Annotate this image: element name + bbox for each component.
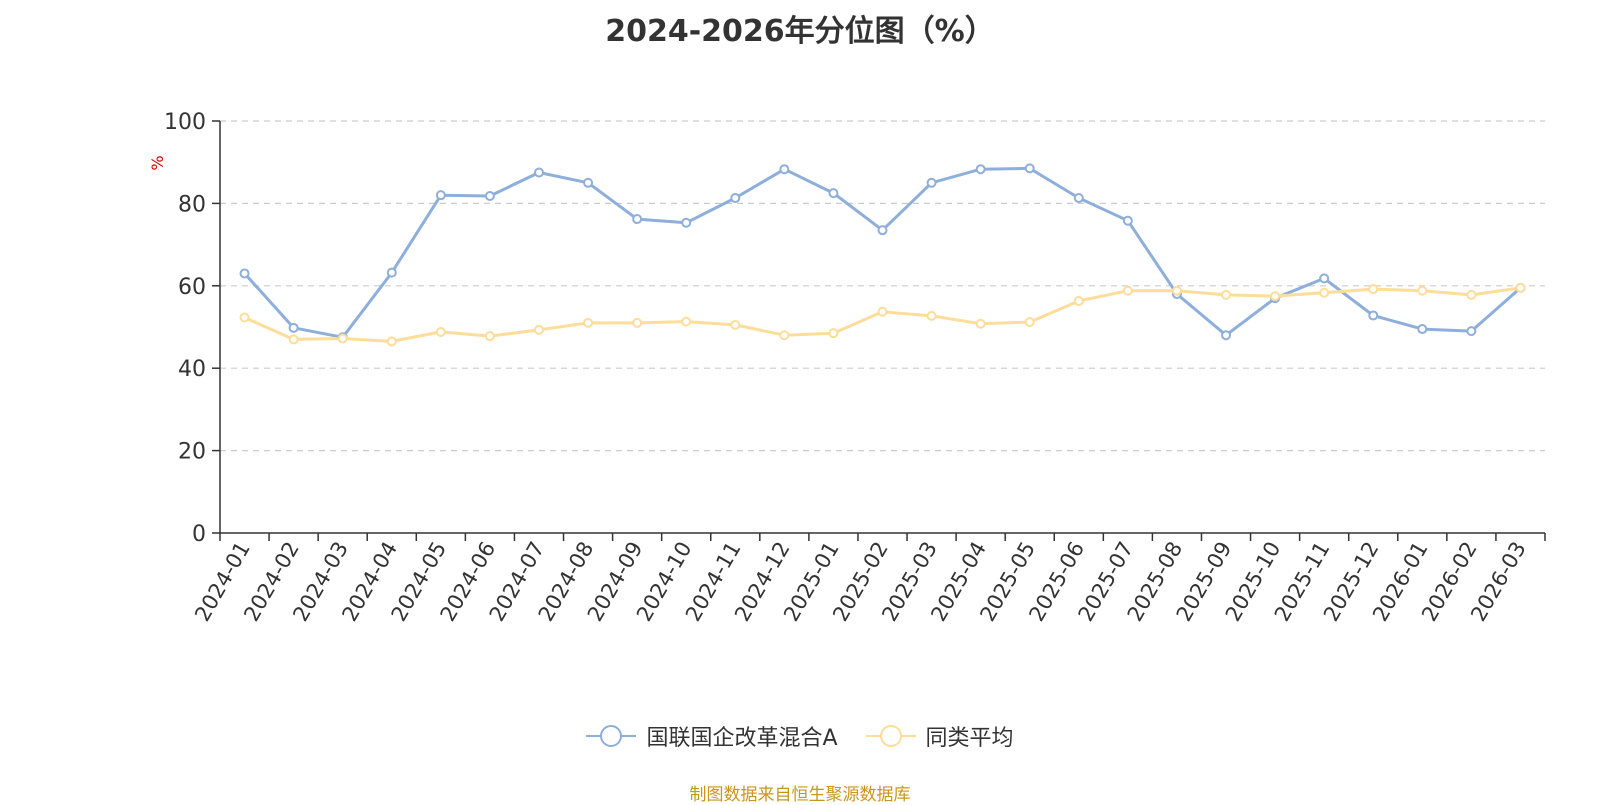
series-point-1 <box>288 322 299 333</box>
series-point-2 <box>828 328 839 339</box>
chart-title: 2024-2026年分位图（%） <box>605 14 995 49</box>
series-point-1 <box>1073 193 1084 204</box>
legend-symbol-series-a <box>586 725 637 747</box>
series-point-1 <box>828 188 839 199</box>
series-point-2 <box>1466 289 1477 300</box>
series-point-1 <box>1122 215 1133 226</box>
series-point-1 <box>1417 324 1428 335</box>
series-point-2 <box>779 330 790 341</box>
series-point-2 <box>877 306 888 317</box>
legend-label-series-a: 国联国企改革混合A <box>646 726 838 751</box>
series-point-2 <box>583 317 594 328</box>
series-point-1 <box>435 190 446 201</box>
series-point-2 <box>533 324 544 335</box>
series-point-2 <box>1122 285 1133 296</box>
series-point-2 <box>386 336 397 347</box>
series-point-2 <box>1417 285 1428 296</box>
series-point-1 <box>730 193 741 204</box>
y-tick-label: 20 <box>178 440 206 465</box>
y-axis-unit: % <box>148 155 167 170</box>
y-tick-label: 0 <box>192 522 206 547</box>
series-point-2 <box>1221 289 1232 300</box>
series-point-2 <box>681 316 692 327</box>
series-point-2 <box>632 317 643 328</box>
series-point-2 <box>1270 291 1281 302</box>
series-point-2 <box>1515 282 1526 293</box>
series-point-1 <box>926 177 937 188</box>
series-point-1 <box>632 214 643 225</box>
series-point-2 <box>730 319 741 330</box>
series-point-2 <box>239 312 250 323</box>
series-point-1 <box>1466 326 1477 337</box>
series-point-2 <box>288 334 299 345</box>
series-point-1 <box>533 167 544 178</box>
series-point-1 <box>1368 310 1379 321</box>
series-point-1 <box>1319 273 1330 284</box>
y-tick-label: 100 <box>164 110 206 135</box>
series-point-1 <box>1024 163 1035 174</box>
series-point-1 <box>779 164 790 175</box>
series-point-2 <box>337 333 348 344</box>
series-point-2 <box>1319 287 1330 298</box>
legend-item-series-a[interactable]: 国联国企改革混合A <box>586 720 838 752</box>
series-point-2 <box>1368 284 1379 295</box>
y-tick-label: 80 <box>178 192 206 217</box>
series-point-1 <box>583 177 594 188</box>
series-point-2 <box>975 318 986 329</box>
series-point-1 <box>681 217 692 228</box>
legend-symbol-series-b <box>865 725 916 747</box>
series-point-1 <box>239 268 250 279</box>
series-point-2 <box>1073 296 1084 307</box>
series-point-1 <box>877 225 888 236</box>
series-point-1 <box>484 190 495 201</box>
series-point-2 <box>484 331 495 342</box>
series-point-2 <box>926 310 937 321</box>
series-point-1 <box>386 267 397 278</box>
series-point-2 <box>1024 317 1035 328</box>
legend-item-series-b[interactable]: 同类平均 <box>865 720 1014 752</box>
series-point-1 <box>975 164 986 175</box>
source-note: 制图数据来自恒生聚源数据库 <box>689 785 911 805</box>
y-tick-label: 60 <box>178 275 206 300</box>
series-point-2 <box>1171 285 1182 296</box>
legend-label-series-b: 同类平均 <box>925 726 1014 751</box>
series-point-2 <box>435 326 446 337</box>
series-point-1 <box>1221 330 1232 341</box>
legend: 国联国企改革混合A 同类平均 <box>0 720 1600 752</box>
y-tick-label: 40 <box>178 357 206 382</box>
